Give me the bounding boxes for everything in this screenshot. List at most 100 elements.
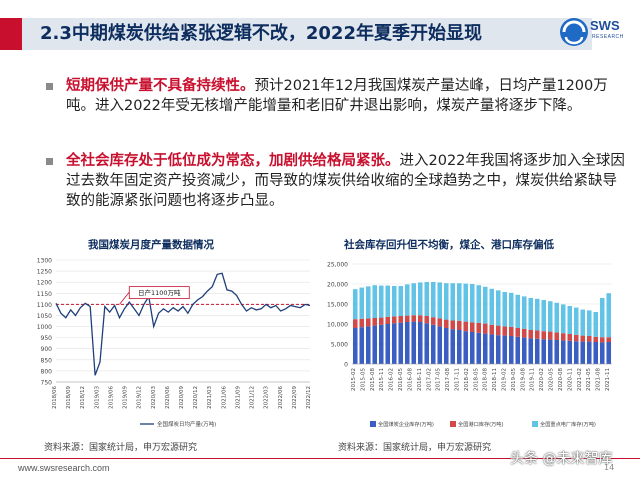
- bar-segment: [411, 315, 417, 322]
- bar-segment: [573, 334, 579, 342]
- x-tick-label: 2019-02: [502, 368, 508, 391]
- bar-segment: [502, 292, 508, 327]
- x-tick-label: 2018-11: [492, 368, 498, 391]
- bar-segment: [515, 328, 521, 337]
- bar-segment: [398, 286, 404, 316]
- title-background: [22, 18, 592, 50]
- bar-segment: [508, 336, 514, 364]
- bar-segment: [547, 331, 553, 340]
- bar-segment: [515, 336, 521, 364]
- y-tick-label: 800: [41, 368, 53, 375]
- annotation-label: 日产1100万吨: [138, 288, 181, 297]
- x-tick-label: 2015-08: [370, 368, 376, 391]
- bar-segment: [489, 334, 495, 364]
- bar-segment: [456, 330, 462, 364]
- x-tick-label: 2016-11: [417, 368, 423, 391]
- legend-label: 全国煤炭日均产量(万吨): [157, 420, 216, 428]
- series-line-production: [55, 272, 311, 376]
- bar-segment: [398, 316, 404, 323]
- x-tick-label: 2020/09: [179, 386, 185, 409]
- y-tick-label: 1250: [37, 269, 52, 276]
- bar-segment: [437, 282, 443, 319]
- x-tick-label: 2022/03: [264, 386, 270, 409]
- bar-segment: [404, 322, 410, 364]
- bar-segment: [541, 339, 547, 364]
- footer-divider: [0, 458, 640, 459]
- bar-segment: [437, 318, 443, 327]
- bar-segment: [482, 323, 488, 334]
- bullet-icon: [46, 83, 53, 90]
- bar-segment: [437, 326, 443, 364]
- x-tick-label: 2019-08: [520, 368, 526, 391]
- bar-segment: [560, 333, 566, 341]
- bar-segment: [385, 316, 391, 324]
- bar-segment: [391, 316, 397, 324]
- bar-segment: [417, 282, 423, 316]
- title-accent: [0, 18, 22, 50]
- production-line-chart: 750 800 850 900 950 1000 1050 1100 1150 1200 1250 1…: [37, 258, 312, 429]
- y-tick-label: 5,000: [331, 342, 348, 349]
- x-tick-label: 2018/06: [52, 386, 58, 409]
- annotation-box: [128, 286, 190, 300]
- bar-segment: [502, 326, 508, 336]
- bar-segment: [567, 334, 573, 341]
- x-tick-label: 2021-02: [577, 368, 583, 391]
- y-tick-label: 850: [41, 357, 53, 364]
- bar-segment: [463, 283, 469, 322]
- bar-segment: [450, 329, 456, 364]
- bar-segment: [365, 326, 371, 364]
- x-tick-label: 2019/06: [108, 386, 114, 409]
- bar-segment: [476, 285, 482, 323]
- bar-segment: [593, 342, 599, 364]
- bar-segment: [430, 317, 436, 325]
- legend-label: 全国港口库存(万吨): [458, 420, 504, 428]
- y-tick-label: 25,000: [327, 262, 348, 269]
- y-tick-label: 950: [41, 335, 53, 342]
- bar-segment: [593, 312, 599, 337]
- x-tick-label: 2017-05: [436, 368, 442, 391]
- bar-segment: [469, 322, 475, 332]
- title-bar: 2.3中期煤炭供给紧张逻辑不改，2022年夏季开始显现: [0, 0, 640, 66]
- bar-segment: [391, 323, 397, 364]
- bar-segment: [554, 302, 560, 333]
- footer-url[interactable]: www.swsresearch.com: [18, 463, 110, 473]
- x-tick-label: 2015-05: [360, 368, 366, 391]
- legend-label: 全国煤炭企业库存(万吨): [378, 420, 434, 428]
- logo-subtext: RESEARCH: [592, 34, 624, 40]
- bar-segment: [424, 323, 430, 364]
- x-tick-label: 2019/12: [137, 386, 143, 409]
- bar-segment: [586, 310, 592, 336]
- x-tick-label: 2016-02: [389, 368, 395, 391]
- x-tick-label: 2019/09: [123, 386, 129, 409]
- x-tick-label: 2019/03: [94, 386, 100, 409]
- bar-segment: [456, 283, 462, 321]
- bar-segment: [372, 325, 378, 364]
- bar-segment: [560, 340, 566, 364]
- y-tick-label: 1150: [37, 291, 52, 298]
- bar-segment: [372, 318, 378, 326]
- x-tick-label: 2018-08: [483, 368, 489, 391]
- bar-segment: [541, 331, 547, 340]
- bar-segment: [417, 322, 423, 364]
- bar-segment: [495, 290, 501, 326]
- x-tick-label: 2020-05: [549, 368, 555, 391]
- bar-segment: [489, 288, 495, 325]
- x-tick-label: 2018-02: [464, 368, 470, 391]
- bar-segment: [450, 320, 456, 330]
- bar-segment: [385, 324, 391, 364]
- bar-segment: [586, 341, 592, 364]
- bar-segment: [534, 338, 540, 364]
- bar-segment: [521, 296, 527, 329]
- x-tick-label: 2021/06: [221, 386, 227, 409]
- x-tick-label: 2016-05: [398, 368, 404, 391]
- x-tick-label: 2022/09: [292, 386, 298, 409]
- y-tick-label: 20,000: [327, 282, 348, 289]
- bar-segment: [534, 330, 540, 339]
- bar-segment: [495, 335, 501, 364]
- bar-segment: [411, 321, 417, 364]
- bar-segment: [580, 341, 586, 364]
- x-tick-label: 2020-11: [567, 368, 573, 391]
- bar-segment: [573, 307, 579, 335]
- bullet-2-highlight: 全社会库存处于低位成为常态，加剧供给格局紧张。: [66, 153, 400, 169]
- bullet-2: 全社会库存处于低位成为常态，加剧供给格局紧张。进入2022年我国将逐步加入全球因…: [66, 151, 626, 211]
